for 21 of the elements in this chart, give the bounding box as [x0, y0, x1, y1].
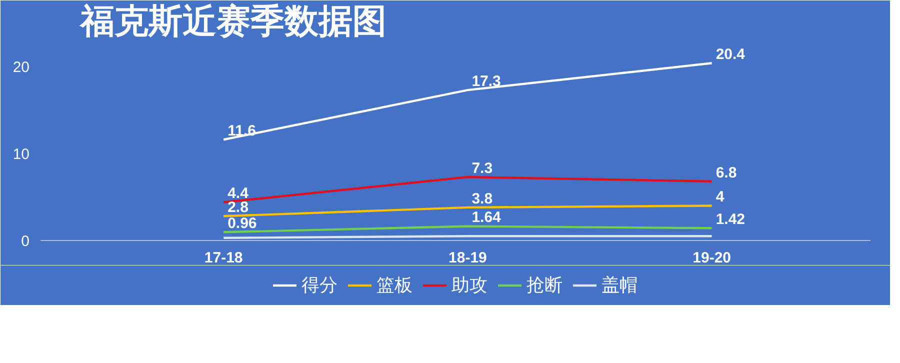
data-label: 1.64	[472, 209, 502, 226]
data-label: 7.3	[472, 160, 493, 178]
y-tick-label: 20	[12, 59, 30, 76]
data-label: 4	[716, 188, 725, 206]
y-tick-label: 0	[21, 233, 30, 250]
y-tick-label: 10	[12, 146, 30, 164]
legend-label: 篮板	[376, 274, 412, 297]
data-label: 6.8	[716, 164, 737, 182]
legend-label: 得分	[302, 274, 338, 297]
legend-label: 助攻	[452, 274, 488, 297]
chart-title: 福克斯近赛季数据图	[78, 2, 386, 40]
data-label: 3.8	[472, 190, 493, 208]
data-label: 0.96	[228, 215, 257, 232]
data-label: 1.42	[716, 211, 746, 228]
x-tick-label: 18-19	[448, 250, 487, 266]
data-label: 20.4	[716, 46, 746, 64]
x-tick-label: 17-18	[204, 250, 243, 266]
x-tick-label: 19-20	[692, 250, 732, 266]
legend-label: 抢断	[526, 274, 562, 297]
legend-label: 盖帽	[602, 274, 638, 297]
data-label: 17.3	[472, 73, 501, 90]
